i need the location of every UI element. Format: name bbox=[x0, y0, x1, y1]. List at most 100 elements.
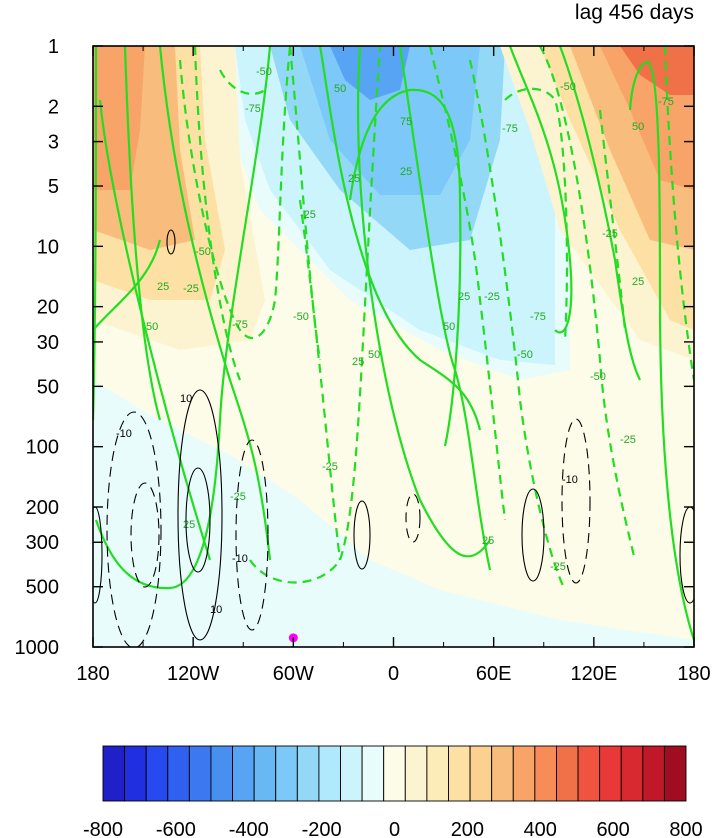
contour-label: -75 bbox=[502, 123, 518, 135]
colorbar-box bbox=[102, 745, 126, 802]
contour-label: 50 bbox=[146, 321, 158, 333]
contour-line bbox=[288, 46, 322, 361]
y-tick-label: 1 bbox=[48, 36, 59, 58]
contour-line bbox=[539, 46, 637, 561]
x-axis: 180 120W 60W 0 60E 120E 180 bbox=[76, 46, 711, 685]
colorbar bbox=[102, 745, 687, 802]
colorbar-tick-label: -200 bbox=[302, 819, 342, 838]
colorbar-box bbox=[663, 745, 687, 802]
colorbar-box bbox=[318, 745, 341, 802]
colorbar-box bbox=[232, 745, 255, 802]
contour-line bbox=[521, 488, 545, 582]
contour-line bbox=[558, 46, 641, 381]
contour-label: 25 bbox=[458, 291, 470, 303]
colorbar-box bbox=[296, 745, 320, 802]
y-tick-label: 30 bbox=[37, 332, 59, 354]
colorbar-box bbox=[577, 745, 601, 802]
contour-label: -50 bbox=[590, 371, 606, 383]
contour-label: 25 bbox=[482, 535, 494, 547]
contour-label: -25 bbox=[322, 461, 338, 473]
contour-line bbox=[468, 59, 566, 591]
contour-line bbox=[219, 69, 266, 96]
contour-line bbox=[504, 87, 569, 341]
contour-label: -10 bbox=[562, 474, 578, 486]
contour-line bbox=[663, 46, 694, 381]
contour-label: -75 bbox=[530, 311, 546, 323]
shade-right-red bbox=[620, 46, 694, 95]
contour-line bbox=[93, 239, 162, 331]
colorbar-box bbox=[448, 745, 471, 802]
colorbar-box bbox=[361, 745, 385, 802]
contour-line bbox=[508, 46, 573, 334]
contour-label: -10 bbox=[232, 553, 248, 565]
contour-line bbox=[249, 46, 382, 584]
colorbar-box bbox=[145, 745, 169, 802]
contour-label: -25 bbox=[300, 209, 316, 221]
contour-label: 10 bbox=[180, 393, 192, 405]
contour-label: 25 bbox=[157, 281, 169, 293]
contour-label: -25 bbox=[620, 434, 636, 446]
y-tick-label: 300 bbox=[26, 532, 59, 554]
contour-label: -25 bbox=[484, 291, 500, 303]
y-tick-label: 500 bbox=[26, 577, 59, 599]
contour-label: -25 bbox=[183, 283, 199, 295]
colorbar-box bbox=[404, 745, 428, 802]
y-axis: 1 2 3 5 10 20 30 50 100 200 300 500 1000 bbox=[15, 36, 694, 659]
contour-label: 75 bbox=[400, 116, 412, 128]
contour-line bbox=[398, 46, 492, 571]
contour-line bbox=[185, 467, 211, 573]
contour-line bbox=[106, 411, 162, 647]
x-tick-label: 120E bbox=[570, 663, 617, 685]
contour-label: -75 bbox=[658, 96, 674, 108]
y-tick-label: 3 bbox=[48, 132, 59, 154]
shade-upper-blue bbox=[300, 46, 480, 195]
y-tick-label: 10 bbox=[37, 236, 59, 258]
colorbar-box bbox=[555, 745, 579, 802]
contour-label: 50 bbox=[368, 349, 380, 361]
contour-line bbox=[405, 493, 421, 543]
colorbar-box bbox=[188, 745, 212, 802]
contour-label: -25 bbox=[230, 491, 246, 503]
contour-line bbox=[348, 88, 462, 447]
colorbar-box bbox=[642, 745, 665, 802]
colorbar-box bbox=[491, 745, 514, 802]
contour-label: -50 bbox=[293, 311, 309, 323]
shading-field bbox=[93, 46, 694, 647]
x-tick-label: 180 bbox=[677, 663, 710, 685]
colorbar-tick-label: 600 bbox=[596, 819, 629, 838]
contour-label: 25 bbox=[348, 173, 360, 185]
contour-line bbox=[561, 418, 591, 584]
contour-line bbox=[123, 46, 162, 421]
contour-line bbox=[177, 389, 223, 641]
contour-label: 25 bbox=[352, 356, 364, 368]
contour-label: -50 bbox=[256, 66, 272, 78]
colorbar-box bbox=[124, 745, 147, 802]
y-tick-label: 2 bbox=[48, 96, 59, 118]
shade-upper-darkblue bbox=[330, 46, 410, 100]
colorbar-box bbox=[426, 745, 449, 802]
colorbar-box bbox=[253, 745, 277, 802]
contour-label: -50 bbox=[560, 81, 576, 93]
colorbar-tick-label: -800 bbox=[83, 819, 123, 838]
x-tick-label: 60E bbox=[476, 663, 512, 685]
contour-line bbox=[158, 46, 272, 561]
colorbar-box bbox=[167, 745, 190, 802]
contour-line bbox=[356, 46, 491, 558]
contour-label: -50 bbox=[517, 349, 533, 361]
contour-line bbox=[130, 482, 160, 588]
colorbar-tick-label: 800 bbox=[669, 819, 702, 838]
colorbar-box bbox=[620, 745, 644, 802]
contour-label: 50 bbox=[632, 121, 644, 133]
contour-label: -25 bbox=[550, 561, 566, 573]
colorbar-labels: -800 -600 -400 -200 0 200 400 600 800 bbox=[83, 819, 703, 838]
contour-label: -75 bbox=[245, 103, 261, 115]
colorbar-box bbox=[275, 745, 298, 802]
contour-label: 50 bbox=[334, 83, 346, 95]
colorbar-tick-label: 0 bbox=[389, 819, 400, 838]
contour-label: 25 bbox=[632, 276, 644, 288]
y-tick-label: 100 bbox=[26, 437, 59, 459]
y-tick-label: 200 bbox=[26, 497, 59, 519]
colorbar-box bbox=[469, 745, 493, 802]
colorbar-box bbox=[340, 745, 363, 802]
